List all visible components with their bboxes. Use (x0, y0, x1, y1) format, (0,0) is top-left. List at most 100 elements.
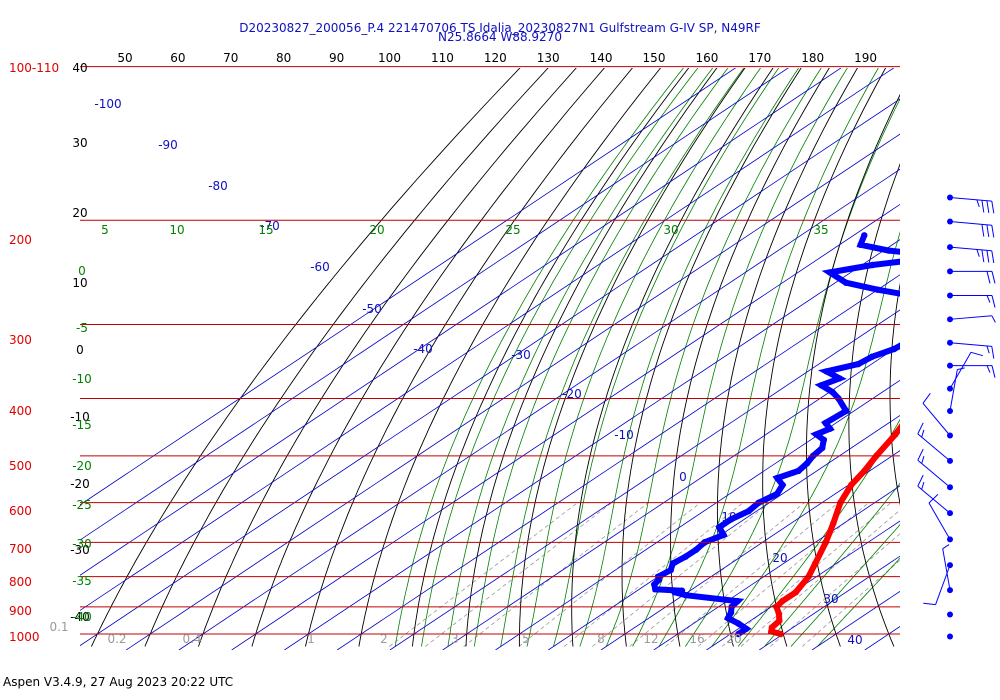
wind-barb-flag (917, 448, 924, 461)
dewpoint-point (885, 247, 893, 254)
wind-barb-flag (981, 224, 985, 237)
dewpoint-point (933, 313, 939, 319)
isotherm-label: -70 (260, 219, 280, 233)
wind-barb (947, 218, 995, 238)
temperature-point (812, 560, 819, 567)
wind-barb-flag (942, 544, 950, 550)
mixing-ratio-line (802, 559, 900, 647)
top-axis-label: 110 (431, 51, 454, 65)
wind-barb (942, 544, 953, 594)
dewpoint-point (913, 330, 919, 336)
isotherm-line (178, 168, 900, 650)
top-axis-label: 190 (854, 51, 877, 65)
pressure-label: 1000 (9, 630, 40, 644)
moist-adiabat-line (632, 68, 848, 647)
mixing-ratio-label: 0.1 (49, 620, 68, 634)
moist-adiabat-left-label: -40 (72, 610, 92, 624)
moist-adiabat-line (421, 68, 699, 647)
moist-adiabat-line (605, 68, 822, 647)
wind-barb-flag (986, 295, 991, 303)
moist-adiabat-left-label: 0 (78, 264, 86, 278)
wind-barb-staff (949, 352, 972, 389)
left-axis-label: 40 (72, 61, 87, 75)
dry-adiabat-line (806, 93, 900, 647)
top-axis-label: 100 (378, 51, 401, 65)
wind-barb-staff (949, 221, 992, 226)
wind-barb (947, 194, 995, 214)
chart-subtitle: N25.8664 W88.9270 (438, 30, 562, 44)
temperature-point (923, 375, 929, 381)
wind-barb (917, 448, 953, 491)
dewpoint-point (671, 589, 678, 596)
moist-adiabat-line (500, 68, 745, 647)
wind-barb-staff (917, 459, 951, 488)
dry-adiabat-line (197, 68, 577, 647)
isotherm-line (389, 309, 900, 650)
mixing-ratio-label: 3 (451, 632, 459, 646)
dewpoint-point (836, 375, 843, 382)
wind-barb-flag (928, 494, 939, 504)
wind-barb-flag (917, 474, 924, 487)
temperature-point (905, 414, 911, 420)
moist-adiabat-line (790, 524, 900, 647)
moist-adiabat-line (684, 98, 900, 647)
wind-barb-flag (917, 422, 924, 435)
wind-barb-flag (957, 367, 965, 371)
wind-barb (947, 292, 996, 308)
dry-adiabat-line (251, 68, 605, 647)
wind-barb (922, 393, 953, 439)
dewpoint-point (874, 286, 881, 293)
wind-barb-staff (949, 369, 958, 412)
left-axis-label: 30 (72, 136, 87, 150)
dewpoint-point (918, 294, 924, 300)
mixing-ratio-line (665, 502, 839, 647)
wind-barb-flag (981, 200, 985, 213)
moist-adiabat-label: 25 (505, 223, 520, 237)
mixing-ratio-label: 12 (643, 632, 658, 646)
pressure-label: 200 (9, 233, 32, 247)
moist-adiabat-left-label: -30 (72, 537, 92, 551)
dry-adiabat-line (571, 68, 774, 647)
dry-adiabat-line (621, 68, 802, 647)
isotherm-label: 30 (823, 592, 838, 606)
moist-adiabat-line (394, 68, 684, 647)
isotherm-label: -40 (413, 342, 433, 356)
top-axis-label: 70 (223, 51, 238, 65)
moist-adiabat-label: 10 (169, 223, 184, 237)
isotherm-line (125, 133, 900, 650)
wind-barb-flag (922, 393, 931, 404)
dewpoint-point (842, 407, 850, 415)
wind-barb-flag (921, 429, 925, 438)
dry-adiabat-line (848, 162, 900, 647)
isotherm-label: -60 (310, 260, 330, 274)
dewpoint-point (682, 592, 689, 599)
dewpoint-point (925, 321, 931, 327)
moist-adiabat-left-label: -20 (72, 459, 92, 473)
wind-barb-flag (976, 249, 980, 257)
moist-adiabat-line (737, 418, 900, 647)
top-axis-label: 180 (801, 51, 824, 65)
dry-adiabat-line (411, 68, 690, 647)
dry-adiabat-line (518, 68, 746, 647)
temperature-point (779, 597, 786, 605)
left-axis-label: -20 (70, 477, 90, 491)
left-axis-label: -10 (70, 410, 90, 424)
wind-barb-flag (991, 365, 996, 378)
moist-adiabat-left-label: -25 (72, 498, 92, 512)
moist-adiabat-left-label: -10 (72, 372, 92, 386)
mixing-ratio-label: 0.2 (107, 632, 126, 646)
temperature-point (775, 610, 783, 618)
mixing-ratio-label: 16 (689, 632, 704, 646)
dewpoint-point (891, 345, 898, 353)
wind-barb-flag (970, 351, 984, 357)
isotherm-label: -50 (362, 302, 382, 316)
mixing-ratio-line (770, 533, 900, 647)
wind-barb-flag (991, 346, 995, 359)
wind-barb-flag (986, 365, 991, 373)
temperature-point (935, 354, 941, 360)
dry-adiabat-line (144, 68, 549, 647)
wind-barb-flag (986, 250, 990, 263)
wind-barb (947, 362, 996, 378)
moist-adiabat-line (816, 557, 900, 647)
dewpoint-point (822, 419, 829, 427)
